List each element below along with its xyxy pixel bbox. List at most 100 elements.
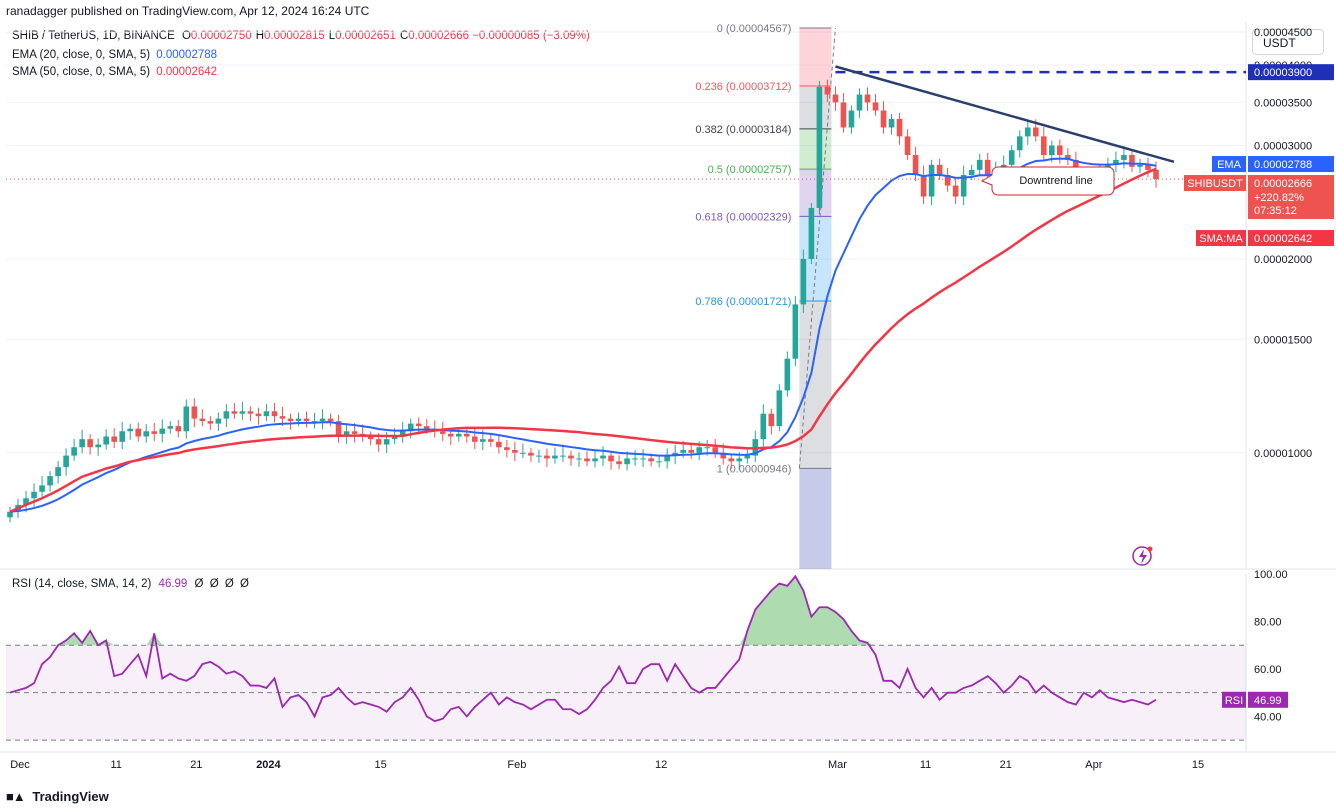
currency-selector[interactable]: USDT — [1252, 29, 1324, 55]
fib-level-label: 0.236 (0.00003712) — [695, 81, 791, 93]
candle-body — [367, 436, 374, 440]
y-tick-label: 0.00001000 — [1254, 448, 1312, 460]
candle-body — [1145, 164, 1151, 170]
candle-body — [760, 413, 767, 440]
x-tick-label: 21 — [1000, 759, 1012, 771]
symbol-name[interactable]: SHIB / TetherUS, 1D, BINANCE — [12, 30, 175, 42]
footer-brand[interactable]: ■▲ TradingView — [6, 789, 109, 804]
fib-zone — [799, 169, 832, 217]
last-price-label: 0.00002666 — [1254, 178, 1312, 190]
candle-body — [624, 458, 630, 465]
ohlc-key: H — [255, 30, 264, 42]
candle-body — [87, 439, 93, 448]
rsi-tick-label: 60.00 — [1254, 664, 1282, 676]
candle-body — [215, 418, 222, 424]
rsi-overbought-fill — [58, 576, 876, 646]
sma-price-tag — [1248, 230, 1334, 247]
resistance-tag-label: 0.00003900 — [1254, 67, 1312, 79]
candle-body — [960, 175, 967, 197]
candle-body — [912, 155, 919, 176]
candle-body — [135, 428, 142, 437]
candle-body — [1008, 150, 1015, 165]
footer-text: TradingView — [32, 789, 109, 804]
sma-label: SMA (50, close, 0, SMA, 5) — [12, 66, 151, 78]
candle-body — [616, 461, 622, 465]
candle-body — [263, 411, 270, 417]
candle-body — [327, 418, 334, 422]
lightning-icon — [1132, 546, 1152, 566]
candle-body — [640, 458, 646, 460]
candle-body — [576, 458, 582, 460]
x-tick-label: 21 — [190, 759, 202, 771]
candle-body — [776, 390, 783, 427]
candle-body — [656, 461, 662, 463]
ohlc-values: O0.00002750 H0.00002815 L0.00002651 C0.0000… — [178, 30, 469, 42]
candle-body — [127, 428, 134, 432]
rsi-extra: Ø — [209, 578, 219, 590]
candle-body — [23, 498, 29, 505]
ema-value: 0.00002788 — [156, 49, 218, 61]
candle-body — [816, 86, 823, 208]
candle-body — [720, 452, 727, 459]
sma-legend[interactable]: SMA (50, close, 0, SMA, 5) 0.00002642 — [12, 66, 217, 78]
candle-body — [1129, 155, 1135, 167]
x-tick-label: Feb — [507, 759, 526, 771]
fib-level-label: 1 (0.00000946) — [717, 463, 792, 475]
annotation-callout — [980, 166, 1115, 196]
candle-body — [512, 450, 518, 453]
candle-body — [55, 467, 61, 477]
candle-body — [896, 118, 903, 137]
candle-body — [103, 436, 109, 445]
candle-body — [736, 458, 743, 462]
rsi-tick-label: 80.00 — [1254, 616, 1282, 628]
candle-body — [824, 86, 831, 95]
candle-body — [455, 433, 462, 437]
candle-body — [848, 110, 855, 128]
candle-body — [175, 426, 182, 432]
downtrend-line — [835, 65, 1175, 164]
rsi-line — [9, 574, 1157, 723]
candle-body — [488, 439, 494, 442]
rsi-name-label: RSI — [1225, 695, 1243, 707]
rsi-value-tag — [1248, 691, 1288, 708]
candle-body — [584, 458, 590, 462]
rsi-band — [6, 645, 1246, 741]
candle-body — [199, 418, 206, 422]
y-tick-label: 0.00002000 — [1254, 254, 1312, 266]
candle-body — [472, 436, 478, 442]
candle-body — [111, 436, 117, 442]
candle-body — [808, 207, 815, 259]
sma-value: 0.00002642 — [156, 66, 218, 78]
candle-body — [295, 418, 302, 422]
candle-body — [704, 447, 711, 449]
candle-body — [47, 476, 53, 486]
candle-body — [968, 169, 975, 176]
candle-body — [952, 185, 959, 197]
candle-body — [7, 511, 13, 518]
fib-level-label: 0.618 (0.00002329) — [695, 211, 791, 223]
symbol-legend: SHIB / TetherUS, 1D, BINANCE O0.00002750… — [12, 30, 590, 42]
candle-body — [600, 455, 606, 459]
rsi-title: RSI (14, close, SMA, 14, 2) — [12, 578, 152, 590]
candle-body — [1016, 136, 1023, 151]
x-tick-label: 2024 — [256, 759, 281, 771]
candle-body — [399, 431, 406, 437]
candle-body — [1049, 145, 1055, 156]
candle-body — [1024, 127, 1031, 137]
rsi-tick-label: 40.00 — [1254, 711, 1282, 723]
fib-zone — [799, 28, 832, 86]
candle-body — [880, 110, 887, 128]
rsi-extra: Ø — [224, 578, 234, 590]
ohlc-value: 0.00002666 — [408, 30, 470, 42]
ema-legend[interactable]: EMA (20, close, 0, SMA, 5) 0.00002788 — [12, 49, 217, 61]
y-tick-label: 0.00003500 — [1254, 97, 1312, 109]
candle-body — [928, 164, 935, 197]
candle-body — [528, 452, 534, 456]
bar-countdown: 07:35:12 — [1254, 205, 1297, 217]
candle-body — [688, 450, 694, 453]
candle-body — [1065, 155, 1071, 160]
rsi-legend[interactable]: RSI (14, close, SMA, 14, 2) 46.99 Ø Ø Ø … — [12, 578, 249, 590]
rsi-value: 46.99 — [158, 578, 188, 590]
rsi-name-tag — [1222, 691, 1246, 708]
